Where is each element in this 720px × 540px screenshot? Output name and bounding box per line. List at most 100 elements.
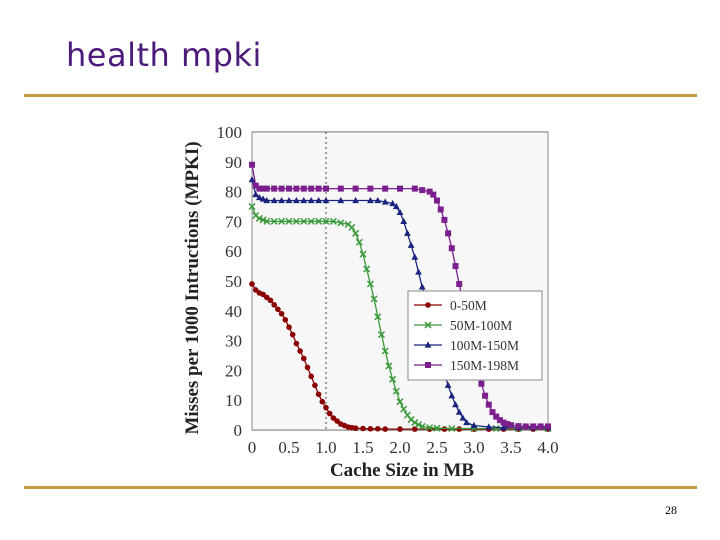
x-marker-stroke	[315, 217, 323, 225]
data-point	[352, 229, 360, 237]
x-marker-stroke	[381, 347, 389, 355]
data-point	[360, 425, 366, 432]
data-point	[308, 373, 315, 380]
data-point	[441, 426, 448, 432]
data-point	[411, 253, 419, 260]
legend-label: 50M-100M	[450, 318, 512, 333]
x-tick-label: 2.5	[426, 438, 447, 457]
data-point	[300, 185, 307, 192]
x-marker-stroke	[424, 321, 432, 329]
data-point	[263, 217, 271, 225]
data-point	[263, 185, 270, 192]
data-point	[322, 196, 330, 204]
plot-background	[252, 132, 548, 430]
legend-marker	[425, 302, 431, 308]
x-marker-stroke	[370, 295, 378, 303]
data-point	[304, 364, 311, 371]
data-point	[374, 196, 382, 204]
data-point	[260, 185, 267, 192]
data-point	[307, 196, 315, 204]
x-tick-label: 3.5	[500, 438, 521, 457]
data-point	[315, 391, 322, 398]
data-point	[293, 185, 300, 192]
data-point	[359, 250, 367, 258]
y-tick-label: 10	[225, 391, 242, 410]
data-point	[307, 217, 315, 225]
data-point	[407, 241, 415, 248]
data-point	[545, 423, 551, 430]
data-point	[463, 418, 470, 426]
x-marker-stroke	[270, 217, 278, 225]
legend-item-50m-100m: 50M-100M	[414, 318, 512, 333]
data-point	[285, 217, 293, 225]
data-point	[337, 219, 345, 227]
data-point	[326, 410, 333, 417]
x-marker-stroke	[389, 375, 397, 383]
data-point	[322, 217, 330, 225]
data-point	[385, 362, 393, 370]
x-marker-stroke	[322, 217, 330, 225]
x-marker-stroke	[348, 223, 356, 231]
data-point	[381, 347, 389, 355]
y-tick-label: 0	[234, 421, 243, 440]
data-point	[297, 348, 303, 354]
legend-marker	[425, 362, 431, 368]
data-point	[448, 424, 456, 433]
x-marker-stroke	[359, 250, 367, 258]
data-point	[456, 280, 463, 287]
y-tick-label: 60	[225, 242, 242, 261]
x-tick-label: 4.0	[537, 438, 558, 457]
legend-item-150m-198m: 150M-198M	[414, 358, 519, 373]
data-point	[374, 313, 382, 321]
x-marker-stroke	[355, 238, 363, 246]
legend-item-100m-150m: 100M-150M	[414, 338, 519, 353]
x-marker-stroke	[329, 217, 337, 225]
x-marker-stroke	[414, 421, 423, 429]
data-point	[404, 229, 411, 236]
data-point	[470, 421, 478, 429]
bottom-divider	[24, 486, 697, 489]
data-point	[278, 217, 286, 225]
data-point	[441, 216, 448, 223]
data-point	[278, 310, 285, 317]
data-point	[493, 413, 500, 420]
data-point	[382, 185, 389, 192]
data-point	[381, 198, 389, 205]
data-point	[363, 265, 371, 273]
series-50m-100m	[248, 202, 552, 433]
x-marker-stroke	[392, 387, 400, 395]
y-tick-label: 30	[225, 332, 242, 351]
data-point	[292, 217, 300, 225]
slide-title: health mpki	[66, 36, 262, 74]
x-marker-stroke	[278, 217, 286, 225]
data-point	[352, 425, 359, 432]
x-marker-stroke	[255, 214, 263, 222]
data-point	[500, 419, 507, 426]
y-tick-label: 80	[225, 183, 242, 202]
data-point	[418, 283, 426, 290]
data-point	[448, 392, 456, 399]
y-tick-label: 50	[225, 272, 242, 291]
data-point	[478, 380, 485, 387]
data-point	[444, 381, 452, 388]
data-point	[418, 422, 426, 430]
x-marker-stroke	[403, 411, 411, 419]
top-divider	[24, 94, 697, 97]
data-point	[315, 196, 322, 204]
data-point	[367, 185, 374, 192]
data-point	[367, 196, 374, 204]
data-point	[293, 340, 300, 347]
x-marker-stroke	[411, 419, 419, 427]
x-marker-stroke	[285, 217, 293, 225]
legend-marker	[424, 341, 432, 348]
y-tick-label: 100	[217, 123, 243, 142]
data-point	[489, 409, 496, 416]
data-point	[367, 426, 374, 432]
x-tick-label: 1.5	[352, 438, 373, 457]
y-tick-labels: 0 10 20 30 40 50 60 70 80 90 100	[217, 123, 243, 440]
x-marker-stroke	[352, 229, 360, 237]
legend-label: 100M-150M	[450, 338, 519, 353]
x-marker-stroke	[492, 424, 500, 433]
data-point	[415, 268, 422, 275]
